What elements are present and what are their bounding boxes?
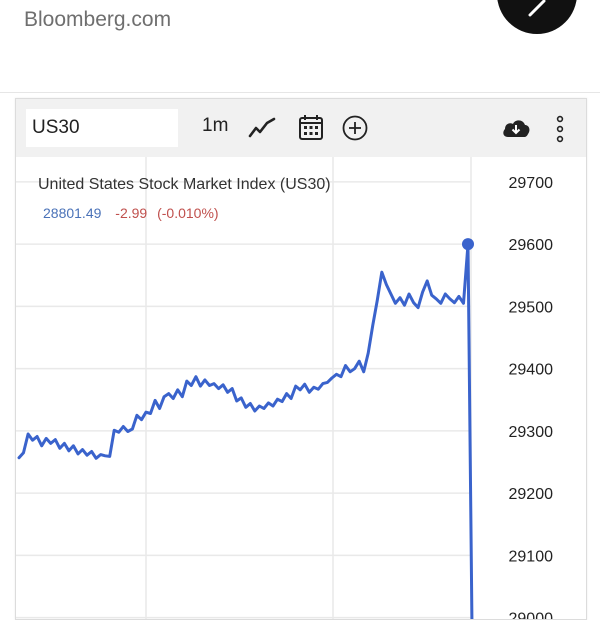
line-chart: 29700 29600 29500 29400 29300 29200 29100 29000: [16, 157, 554, 620]
y-tick-label: 29200: [509, 486, 554, 503]
quote-change: -2.99: [115, 205, 148, 221]
quote-price: 28801.49: [43, 205, 102, 221]
chart-title: United States Stock Market Index (US30): [38, 176, 331, 193]
y-tick-label: 29700: [509, 175, 554, 192]
share-button[interactable]: [497, 0, 577, 34]
quote-change-percent: (-0.010%): [157, 205, 219, 221]
y-tick-label: 29000: [509, 611, 554, 620]
add-indicator-icon[interactable]: [342, 115, 368, 141]
series-line: [17, 242, 474, 619]
share-arrow-icon: [528, 0, 546, 17]
calendar-icon[interactable]: [298, 113, 324, 141]
y-tick-label: 29500: [509, 299, 554, 316]
y-tick-label: 29100: [509, 548, 554, 565]
timeframe-button[interactable]: 1m: [202, 115, 229, 136]
symbol-input[interactable]: [26, 109, 178, 147]
chart-area[interactable]: 29700 29600 29500 29400 29300 29200 29100 29000: [16, 157, 586, 620]
line-chart-icon[interactable]: [248, 116, 276, 140]
chart-toolbar: 1m: [16, 99, 586, 157]
download-cloud-icon[interactable]: [501, 117, 531, 139]
y-tick-label: 29400: [509, 362, 554, 379]
more-vertical-icon[interactable]: [554, 115, 566, 143]
data-point-marker: [462, 238, 474, 251]
top-banner: Bloomberg.com: [0, 0, 600, 93]
y-tick-label: 29300: [509, 424, 554, 441]
y-tick-label: 29600: [509, 237, 554, 254]
source-label: Bloomberg.com: [24, 8, 172, 31]
quote-line: 28801.49 -2.99 (-0.010%): [43, 205, 219, 221]
